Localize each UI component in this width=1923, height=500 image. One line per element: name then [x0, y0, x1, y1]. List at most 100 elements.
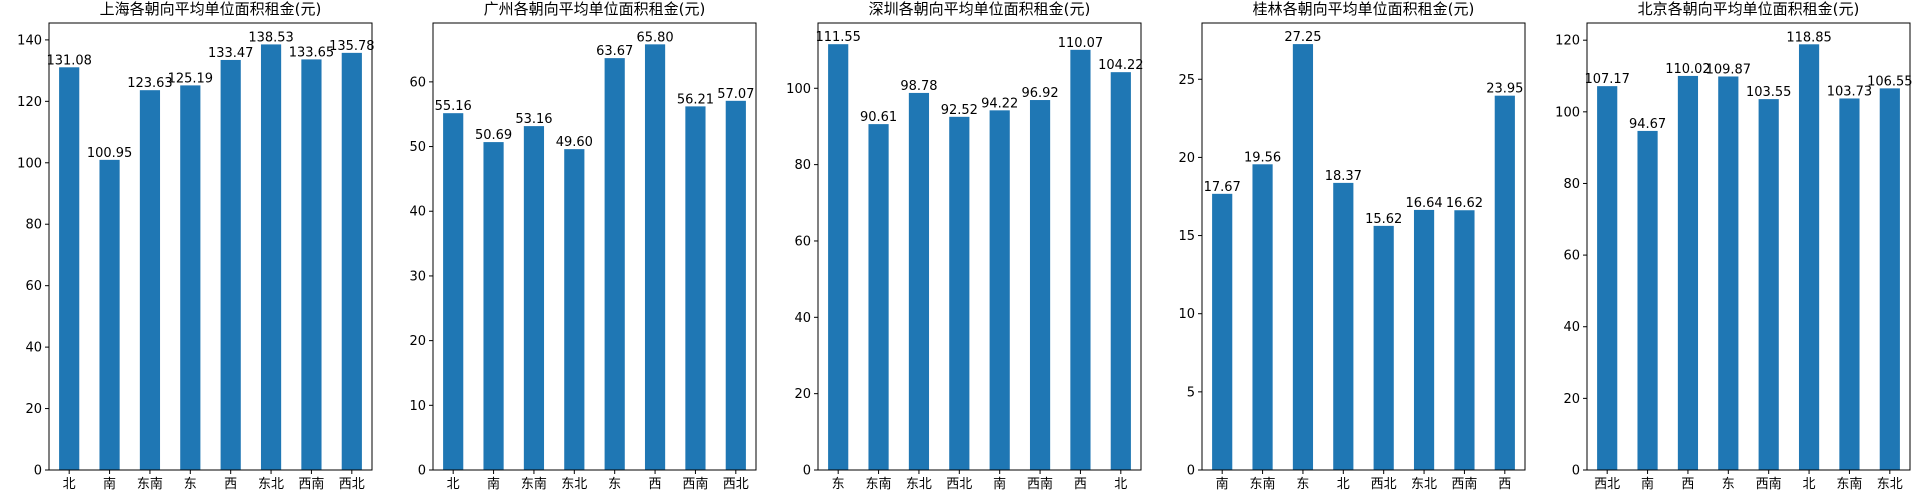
bar-value-label: 106.55 — [1867, 74, 1913, 89]
bar-value-label: 133.65 — [289, 45, 335, 60]
x-tick-label: 南 — [103, 476, 116, 492]
x-tick-label: 东 — [608, 477, 621, 492]
axes-frame — [817, 22, 1142, 471]
chart-panel-4: 桂林各朝向平均单位面积租金(元) 17.67 南 19.56 东南 27.25 东 18.37… — [1178, 0, 1526, 492]
y-tick-label: 20 — [409, 334, 426, 349]
y-tick-label: 0 — [34, 464, 42, 479]
bar-5 — [604, 58, 625, 471]
x-tick-label: 北 — [63, 477, 76, 492]
bar-2 — [483, 142, 504, 471]
bar-value-label: 15.62 — [1365, 212, 1402, 227]
chart-panel-1: 上海各朝向平均单位面积租金(元) 131.08 北 100.95 南 123.63 东南 12… — [17, 0, 374, 492]
x-tick-label: 东南 — [866, 476, 892, 492]
bar-2 — [99, 159, 120, 471]
x-tick-label: 南 — [993, 476, 1006, 492]
chart-panel-2: 广州各朝向平均单位面积租金(元) 55.16 北 50.69 南 53.16 东南 49.60… — [409, 0, 757, 492]
bar-value-label: 57.07 — [717, 87, 754, 102]
y-tick-label: 100 — [17, 156, 42, 171]
x-tick-label: 西南 — [1027, 476, 1053, 492]
bar-8 — [1879, 88, 1900, 471]
y-tick-label: 30 — [409, 269, 426, 284]
bar-value-label: 63.67 — [596, 44, 633, 59]
bar-7 — [1839, 98, 1860, 470]
bar-5 — [1758, 99, 1779, 470]
bar-4 — [1333, 182, 1354, 470]
bar-value-label: 94.67 — [1629, 117, 1666, 132]
bar-4 — [564, 149, 585, 471]
bar-1 — [443, 113, 464, 470]
x-tick-label: 南 — [1216, 476, 1229, 492]
bar-value-label: 103.73 — [1827, 84, 1873, 99]
bar-value-label: 27.25 — [1284, 30, 1321, 45]
bar-1 — [59, 67, 80, 470]
x-tick-label: 西 — [1681, 477, 1694, 492]
axes-frame — [432, 22, 757, 471]
bar-value-label: 49.60 — [556, 135, 593, 150]
x-tick-label: 东 — [184, 477, 197, 492]
x-tick-label: 西南 — [1451, 476, 1477, 492]
x-tick-label: 西 — [1074, 477, 1087, 492]
bar-7 — [1454, 210, 1475, 470]
bar-7 — [301, 59, 322, 471]
y-tick-label: 20 — [25, 402, 42, 417]
y-tick-label: 60 — [794, 234, 811, 249]
y-tick-label: 0 — [1187, 464, 1195, 479]
x-tick-label: 东南 — [137, 476, 163, 492]
bar-8 — [1494, 95, 1515, 470]
x-tick-label: 西北 — [946, 477, 972, 492]
x-tick-label: 西南 — [682, 476, 708, 492]
y-tick-label: 80 — [794, 158, 811, 173]
bar-value-label: 16.64 — [1405, 196, 1442, 211]
bar-value-label: 92.52 — [941, 103, 978, 118]
bar-value-label: 18.37 — [1325, 169, 1362, 184]
x-tick-label: 北 — [1114, 477, 1127, 492]
x-tick-label: 东 — [1722, 477, 1735, 492]
bar-value-label: 19.56 — [1244, 150, 1281, 165]
y-tick-label: 100 — [1555, 105, 1580, 120]
bar-value-label: 23.95 — [1486, 82, 1523, 97]
bar-3 — [908, 92, 930, 471]
bar-6 — [1413, 209, 1435, 470]
bar-4 — [1718, 76, 1739, 470]
x-tick-label: 南 — [1641, 476, 1654, 492]
chart-title: 上海各朝向平均单位面积租金(元) — [100, 0, 322, 18]
bar-8 — [1110, 72, 1131, 470]
chart-title: 北京各朝向平均单位面积租金(元) — [1638, 0, 1860, 18]
x-tick-label: 东北 — [906, 477, 932, 492]
bar-value-label: 98.78 — [900, 79, 937, 94]
bar-value-label: 133.47 — [208, 46, 254, 61]
x-tick-label: 南 — [487, 476, 500, 492]
axes-frame — [48, 22, 373, 471]
bar-value-label: 16.62 — [1446, 196, 1483, 211]
x-tick-label: 北 — [447, 477, 460, 492]
bar-6 — [260, 44, 282, 470]
bar-5 — [1373, 225, 1394, 470]
x-tick-label: 北 — [1337, 477, 1350, 492]
y-tick-label: 10 — [1178, 307, 1195, 322]
bar-3 — [139, 90, 161, 471]
bar-3 — [1677, 75, 1699, 470]
x-tick-label: 西北 — [339, 477, 365, 492]
bar-value-label: 96.92 — [1021, 86, 1058, 101]
y-tick-label: 120 — [1555, 34, 1580, 49]
y-tick-label: 40 — [25, 341, 42, 356]
x-tick-label: 东 — [832, 477, 845, 492]
bar-value-label: 118.85 — [1786, 30, 1832, 45]
y-tick-label: 20 — [1563, 392, 1580, 407]
x-tick-label: 东南 — [521, 476, 547, 492]
bar-2 — [1637, 130, 1658, 470]
bar-value-label: 94.22 — [981, 96, 1018, 111]
bar-value-label: 135.78 — [329, 39, 375, 54]
bar-value-label: 53.16 — [515, 112, 552, 127]
x-tick-label: 西 — [224, 477, 237, 492]
bar-value-label: 56.21 — [677, 92, 714, 107]
y-tick-label: 140 — [17, 33, 42, 48]
bar-1 — [1212, 193, 1233, 470]
y-tick-label: 10 — [409, 399, 426, 414]
y-tick-label: 50 — [409, 140, 426, 155]
bar-5 — [989, 110, 1010, 470]
bar-5 — [220, 59, 241, 471]
chart-title: 桂林各朝向平均单位面积租金(元) — [1253, 0, 1475, 18]
axes-frame — [1201, 22, 1526, 471]
